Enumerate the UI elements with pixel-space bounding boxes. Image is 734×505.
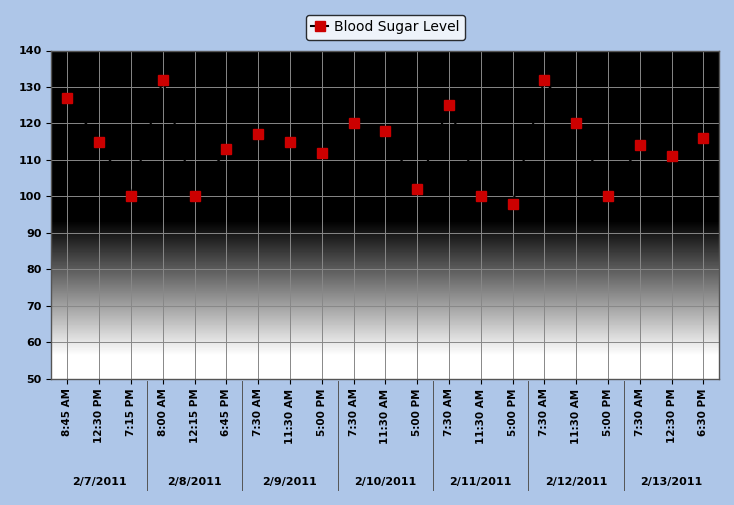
Text: 2/12/2011: 2/12/2011 — [545, 477, 607, 487]
Text: 2/7/2011: 2/7/2011 — [72, 477, 126, 487]
Text: 2/8/2011: 2/8/2011 — [167, 477, 222, 487]
Text: 2/9/2011: 2/9/2011 — [263, 477, 317, 487]
Text: 2/10/2011: 2/10/2011 — [355, 477, 416, 487]
Legend: Blood Sugar Level: Blood Sugar Level — [306, 15, 465, 40]
Text: 2/13/2011: 2/13/2011 — [641, 477, 702, 487]
Text: 2/11/2011: 2/11/2011 — [450, 477, 512, 487]
